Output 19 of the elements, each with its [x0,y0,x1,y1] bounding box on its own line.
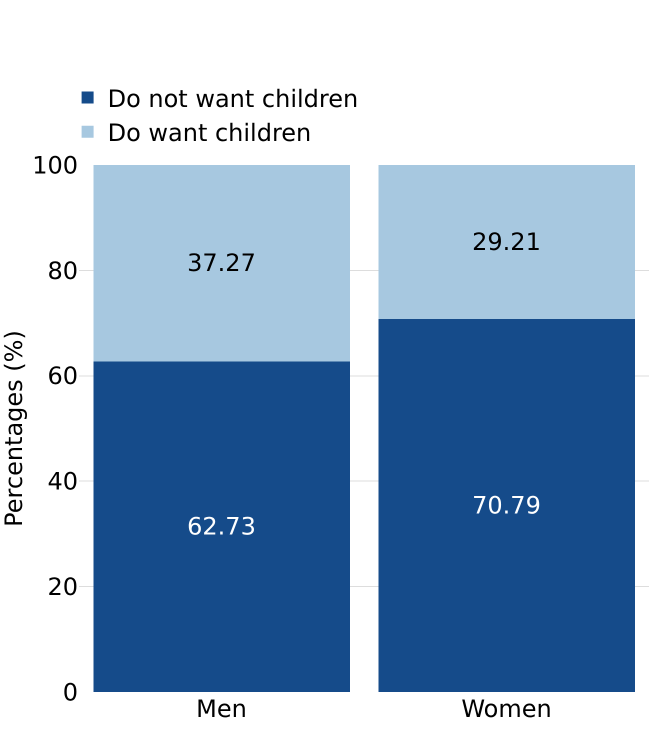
y-tick-label: 40 [47,468,78,496]
y-tick-label: 0 [62,678,78,706]
x-tick-label: Men [196,695,247,723]
data-label: 29.21 [472,228,541,256]
bar [378,318,635,692]
y-axis-title: Percentages (%) [0,330,28,527]
y-tick-label: 20 [47,573,78,601]
legend-label: Do want children [108,119,312,148]
data-label: 70.79 [472,491,541,520]
legend-label: Do not want children [108,84,358,113]
bar [93,361,350,692]
data-label: 62.73 [187,512,256,541]
x-tick-label: Women [461,695,552,723]
y-tick-label: 100 [32,151,78,180]
bar [93,165,350,362]
bar [378,165,635,319]
data-label: 37.27 [187,249,256,278]
y-tick-label: 60 [47,362,78,390]
y-tick-label: 80 [47,256,78,285]
